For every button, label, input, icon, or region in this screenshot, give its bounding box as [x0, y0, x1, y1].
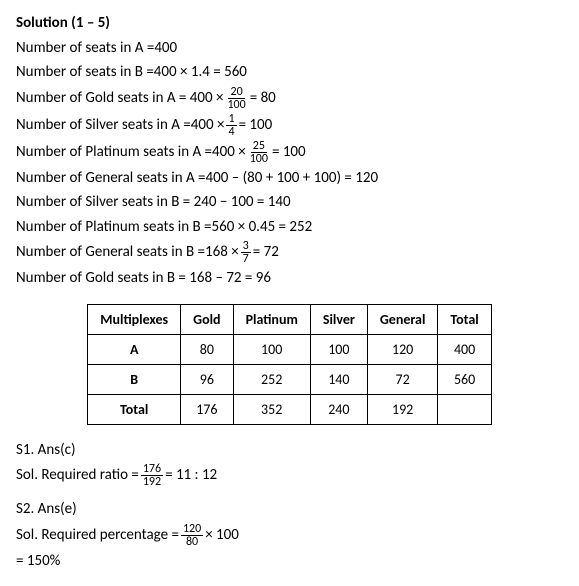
col-header: Platinum [233, 304, 310, 334]
s2-solution: Sol. Required percentage = 120 80 × 100 [16, 523, 563, 548]
result: = 11 : 12 [165, 464, 217, 487]
cell: 560 [438, 364, 491, 394]
text: Number of General seats in B =168 × [16, 241, 239, 264]
value: 400 × 1.4 = 560 [154, 61, 247, 84]
platinum-a: Number of Platinum seats in A =400 × 25 … [16, 140, 563, 165]
text: Number of seats in A = [16, 37, 154, 60]
cell: 176 [181, 394, 233, 424]
result: = 80 [250, 87, 276, 110]
cell: A [88, 334, 181, 364]
denominator: 4 [226, 126, 236, 138]
platinum-b: Number of Platinum seats in B =560 × 0.4… [16, 216, 563, 239]
s2-block: S2. Ans(e) Sol. Required percentage = 12… [16, 498, 563, 572]
denominator: 100 [248, 153, 270, 165]
cell: 80 [181, 334, 233, 364]
text: Number of Silver seats in A =400 × [16, 114, 224, 137]
cell: 100 [310, 334, 367, 364]
general-b: Number of General seats in B =168 × 3 7 … [16, 240, 563, 265]
col-header: Gold [181, 304, 233, 334]
cell: 72 [367, 364, 438, 394]
text: Number of Gold seats in A = 400 × [16, 87, 223, 110]
gold-a: Number of Gold seats in A = 400 × 20 100… [16, 86, 563, 111]
fraction: 176 192 [141, 463, 163, 488]
s1-solution: Sol. Required ratio = 176 192 = 11 : 12 [16, 463, 563, 488]
cell: 96 [181, 364, 233, 394]
fraction: 20 100 [225, 86, 247, 111]
cell [438, 394, 491, 424]
col-header: Multiplexes [88, 304, 181, 334]
s1-answer: S1. Ans(c) [16, 439, 563, 462]
seats-table: Multiplexes Gold Platinum Silver General… [87, 304, 492, 425]
cell: Total [88, 394, 181, 424]
result: = 100 [272, 141, 306, 164]
col-header: Silver [310, 304, 367, 334]
numerator: 20 [228, 86, 244, 99]
result: × 100 [205, 524, 239, 547]
s2-result: = 150% [16, 550, 563, 573]
fraction: 25 100 [248, 140, 270, 165]
gold-b: Number of Gold seats in B = 168 – 72 = 9… [16, 267, 563, 290]
denominator: 7 [241, 253, 251, 265]
col-header: Total [438, 304, 491, 334]
cell: 100 [233, 334, 310, 364]
numerator: 120 [181, 523, 203, 536]
fraction: 120 80 [181, 523, 203, 548]
table-row: A 80 100 100 120 400 [88, 334, 492, 364]
cell: 192 [367, 394, 438, 424]
cell: 140 [310, 364, 367, 394]
cell: 400 [438, 334, 491, 364]
denominator: 80 [184, 536, 200, 548]
seats-a: Number of seats in A = 400 [16, 37, 563, 60]
table-header-row: Multiplexes Gold Platinum Silver General… [88, 304, 492, 334]
s2-answer: S2. Ans(e) [16, 498, 563, 521]
silver-a: Number of Silver seats in A =400 × 1 4 =… [16, 113, 563, 138]
text: Number of seats in B = [16, 61, 154, 84]
s1-block: S1. Ans(c) Sol. Required ratio = 176 192… [16, 439, 563, 489]
seats-b: Number of seats in B = 400 × 1.4 = 560 [16, 61, 563, 84]
numerator: 25 [251, 140, 267, 153]
text: Number of Platinum seats in A =400 × [16, 141, 246, 164]
result: = 72 [253, 241, 279, 264]
table-row: Total 176 352 240 192 [88, 394, 492, 424]
cell: 252 [233, 364, 310, 394]
text: Sol. Required percentage = [16, 524, 179, 547]
cell: B [88, 364, 181, 394]
silver-b: Number of Silver seats in B = 240 − 100 … [16, 191, 563, 214]
result: = 100 [239, 114, 273, 137]
solution-header: Solution (1 – 5) [16, 12, 563, 35]
cell: 120 [367, 334, 438, 364]
text: Sol. Required ratio = [16, 464, 139, 487]
table-row: B 96 252 140 72 560 [88, 364, 492, 394]
denominator: 100 [225, 99, 247, 111]
fraction: 3 7 [241, 240, 251, 265]
numerator: 1 [226, 113, 236, 126]
denominator: 192 [141, 476, 163, 488]
value: 400 [154, 37, 177, 60]
col-header: General [367, 304, 438, 334]
fraction: 1 4 [226, 113, 236, 138]
cell: 240 [310, 394, 367, 424]
general-a: Number of General seats in A =400 – (80 … [16, 167, 563, 190]
cell: 352 [233, 394, 310, 424]
